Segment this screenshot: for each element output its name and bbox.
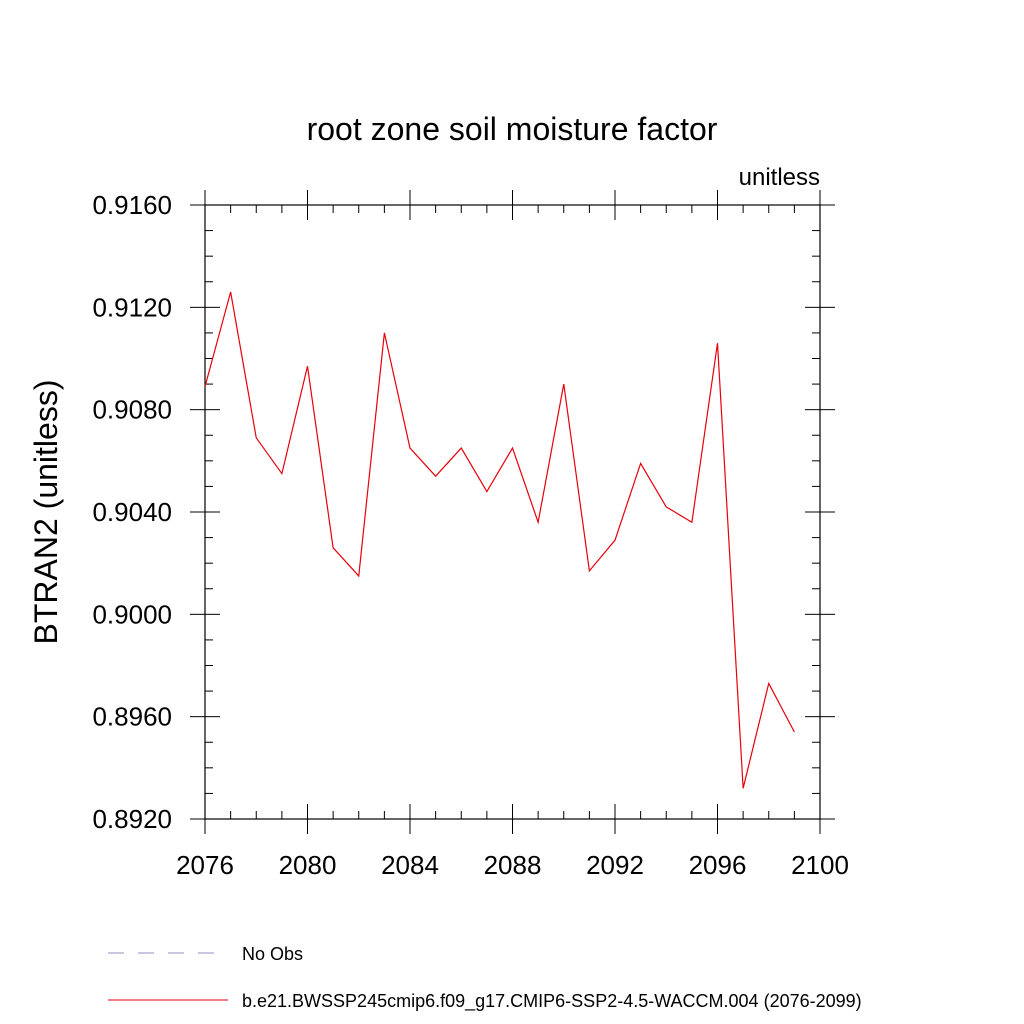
y-tick-label: 0.9120 xyxy=(92,292,172,322)
x-tick-label: 2092 xyxy=(586,850,644,880)
y-tick-label: 0.9080 xyxy=(92,395,172,425)
x-tick-label: 2096 xyxy=(689,850,747,880)
x-tick-label: 2076 xyxy=(176,850,234,880)
x-tick-label: 2080 xyxy=(279,850,337,880)
legend-label: No Obs xyxy=(242,944,303,964)
x-tick-label: 2100 xyxy=(791,850,849,880)
y-tick-label: 0.8960 xyxy=(92,702,172,732)
y-tick-label: 0.9160 xyxy=(92,190,172,220)
chart-title: root zone soil moisture factor xyxy=(307,111,718,147)
axes: 2076 2080 2084 2088 2092 2096 2100 0.8920 0.8960… xyxy=(92,190,849,880)
y-tick-label: 0.9000 xyxy=(92,599,172,629)
units-label: unitless xyxy=(739,164,820,191)
x-tick-label: 2088 xyxy=(484,850,542,880)
y-tick-label: 0.9040 xyxy=(92,497,172,527)
x-tick-label: 2084 xyxy=(381,850,439,880)
y-tick-label: 0.8920 xyxy=(92,804,172,834)
series-line xyxy=(204,291,795,789)
y-axis-title: BTRAN2 (unitless) xyxy=(28,380,64,645)
legend: No Obs b.e21.BWSSP245cmip6.f09_g17.CMIP6-… xyxy=(108,944,862,1012)
series xyxy=(204,291,795,789)
legend-label: b.e21.BWSSP245cmip6.f09_g17.CMIP6-SSP2-4… xyxy=(242,991,862,1012)
